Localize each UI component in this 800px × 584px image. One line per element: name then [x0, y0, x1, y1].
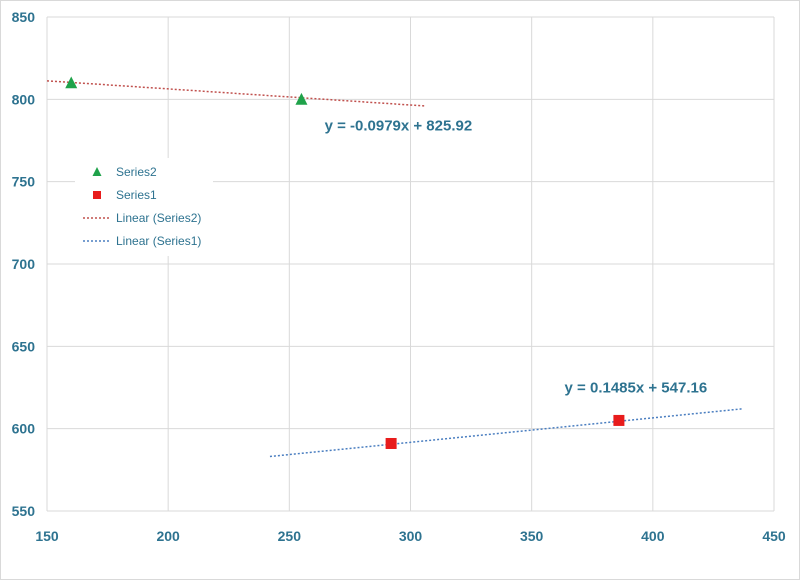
data-point-triangle — [65, 76, 78, 89]
data-point-triangle — [295, 92, 308, 105]
x-tick-label: 400 — [641, 528, 665, 544]
x-tick-label: 200 — [156, 528, 180, 544]
y-tick-label: 650 — [12, 338, 36, 354]
y-tick-label: 600 — [12, 421, 36, 437]
grid-layer — [46, 16, 775, 512]
y-tick-label: 850 — [12, 9, 36, 25]
x-tick-label: 450 — [762, 528, 786, 544]
data-point-square — [385, 437, 397, 449]
y-tick-label: 550 — [12, 503, 36, 519]
trendline-equation: y = -0.0979x + 825.92 — [325, 118, 473, 135]
equation-layer: y = -0.0979x + 825.92 y = 0.1485x + 547.1… — [325, 118, 708, 397]
x-tick-label: 300 — [399, 528, 423, 544]
legend-entry-label: Series1 — [116, 188, 157, 202]
y-tick-label: 750 — [12, 174, 36, 190]
x-tick-label: 350 — [520, 528, 544, 544]
x-tick-label: 150 — [35, 528, 59, 544]
trendline-equation: y = 0.1485x + 547.16 — [565, 379, 708, 396]
chart-legend: Series2 Series1 Linear (Series2) Linear (Se… — [75, 158, 213, 256]
trendline-1 — [46, 80, 426, 107]
data-point-square — [613, 414, 625, 426]
y-tick-label: 800 — [12, 91, 36, 107]
legend-entry-label: Linear (Series2) — [116, 211, 201, 225]
axis-tick-labels: 150 200 250 300 350 400 450 550 600 650 700 750 800 8… — [12, 9, 786, 544]
legend-marker-square — [93, 191, 101, 199]
legend-marker-triangle — [92, 166, 102, 177]
trendline-layer — [46, 80, 743, 458]
y-tick-label: 700 — [12, 256, 36, 272]
data-point-layer — [65, 76, 625, 449]
trendline-2 — [269, 408, 743, 458]
legend-entry-label: Linear (Series1) — [116, 234, 201, 248]
legend-entry-label: Series2 — [116, 165, 157, 179]
x-tick-label: 250 — [278, 528, 302, 544]
